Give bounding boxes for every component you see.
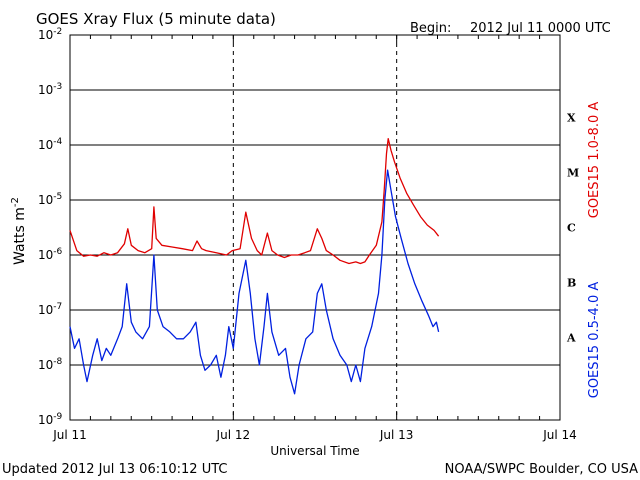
chart-title: GOES Xray Flux (5 minute data) xyxy=(36,10,276,28)
source-credit: NOAA/SWPC Boulder, CO USA xyxy=(445,462,638,477)
series-line-0 xyxy=(69,138,440,265)
y-axis-label-text: Watts m xyxy=(12,207,28,265)
x-tick-label: Jul 13 xyxy=(379,428,414,442)
data-series xyxy=(69,138,440,395)
series-line-1 xyxy=(69,169,440,395)
x-axis-label: Universal Time xyxy=(270,444,359,458)
y-axis-label: Watts m-2 xyxy=(10,197,28,265)
x-tick-label: Jul 14 xyxy=(542,428,577,442)
y-tick-label: 10-8 xyxy=(38,357,63,372)
flare-class-label: C xyxy=(567,222,576,235)
updated-timestamp: Updated 2012 Jul 13 06:10:12 UTC xyxy=(2,462,227,477)
flare-class-labels: X M C B A xyxy=(566,112,579,345)
flare-class-label: M xyxy=(567,167,579,180)
y-tick-label: 10-3 xyxy=(38,82,62,97)
legend-series-long-wavelength: GOES15 1.0-8.0 A xyxy=(587,102,602,219)
y-tick-labels: 10-9 10-8 10-7 10-6 10-5 10-4 10-3 10-2 xyxy=(38,27,63,427)
flare-class-label: X xyxy=(567,112,576,125)
y-tick-label: 10-2 xyxy=(38,27,62,42)
y-tick-label: 10-6 xyxy=(38,247,63,262)
x-tick-label: Jul 11 xyxy=(52,428,87,442)
begin-value: 2012 Jul 11 0000 UTC xyxy=(470,21,611,36)
grid xyxy=(69,35,561,420)
flare-class-label: A xyxy=(566,332,576,345)
begin-label: Begin: xyxy=(410,21,451,36)
y-tick-label: 10-4 xyxy=(38,137,63,152)
y-axis-label-exponent: -2 xyxy=(10,197,21,207)
x-tick-labels: Jul 11 Jul 12 Jul 13 Jul 14 xyxy=(52,428,577,442)
x-tick-label: Jul 12 xyxy=(216,428,251,442)
y-tick-label: 10-5 xyxy=(38,192,62,207)
y-tick-label: 10-7 xyxy=(38,302,62,317)
y-tick-label: 10-9 xyxy=(38,412,63,427)
legend-series-short-wavelength: GOES15 0.5-4.0 A xyxy=(587,282,602,399)
flare-class-label: B xyxy=(567,277,576,290)
